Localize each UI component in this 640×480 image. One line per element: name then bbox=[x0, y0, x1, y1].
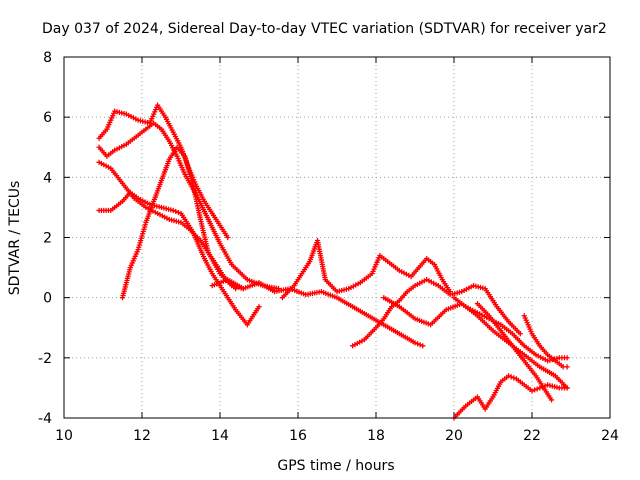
data-point bbox=[564, 364, 570, 370]
series-track-1 bbox=[96, 102, 231, 241]
y-tick-label: 2 bbox=[43, 231, 52, 247]
data-point bbox=[412, 340, 418, 346]
x-axis-label: GPS time / hours bbox=[277, 458, 394, 474]
data-point bbox=[420, 343, 426, 349]
data-point bbox=[548, 397, 555, 403]
data-point bbox=[508, 374, 514, 380]
chart-title: Day 037 of 2024, Sidereal Day-to-day VTE… bbox=[42, 21, 607, 37]
x-tick-label: 14 bbox=[211, 428, 229, 444]
plot-frame bbox=[63, 56, 611, 419]
data-point bbox=[534, 386, 540, 392]
x-tick-label: 18 bbox=[367, 428, 385, 444]
data-point bbox=[170, 207, 176, 214]
y-tick-label: -4 bbox=[38, 411, 52, 427]
y-tick-label: 0 bbox=[43, 291, 52, 307]
data-point bbox=[417, 342, 423, 348]
x-tick-label: 16 bbox=[289, 428, 307, 444]
series-track-8 bbox=[350, 277, 523, 349]
series-track-5 bbox=[119, 144, 246, 301]
data-point bbox=[529, 388, 535, 394]
series-track-12 bbox=[521, 313, 570, 370]
series-track-4 bbox=[96, 189, 262, 328]
y-tick-label: 4 bbox=[43, 170, 52, 186]
data-point bbox=[564, 385, 570, 391]
data-point bbox=[511, 375, 517, 381]
y-tick-label: -2 bbox=[38, 351, 52, 367]
y-tick-label: 8 bbox=[43, 50, 52, 66]
series-track-9 bbox=[381, 295, 570, 391]
data-point bbox=[175, 209, 181, 216]
x-tick-label: 24 bbox=[601, 428, 619, 444]
data-point bbox=[415, 341, 421, 347]
x-tick-label: 10 bbox=[55, 428, 73, 444]
y-axis-label: SDTVAR / TECUs bbox=[7, 181, 23, 296]
data-point bbox=[506, 373, 512, 379]
series-track-7 bbox=[279, 237, 453, 301]
data-point bbox=[225, 234, 231, 241]
data-markers bbox=[96, 102, 570, 421]
x-tick-label: 22 bbox=[523, 428, 541, 444]
series-track-13 bbox=[474, 301, 555, 403]
data-point bbox=[517, 331, 523, 337]
data-point bbox=[173, 208, 179, 215]
grid-lines bbox=[64, 57, 610, 418]
series-track-11 bbox=[451, 373, 570, 421]
series-track-2 bbox=[96, 120, 282, 292]
data-point bbox=[532, 387, 538, 393]
series-track-10 bbox=[451, 295, 570, 364]
x-tick-label: 12 bbox=[133, 428, 151, 444]
x-tick-label: 20 bbox=[445, 428, 463, 444]
y-tick-label: 6 bbox=[43, 110, 52, 126]
data-point bbox=[564, 355, 570, 361]
data-point bbox=[256, 304, 262, 310]
series-track-6 bbox=[209, 277, 426, 349]
